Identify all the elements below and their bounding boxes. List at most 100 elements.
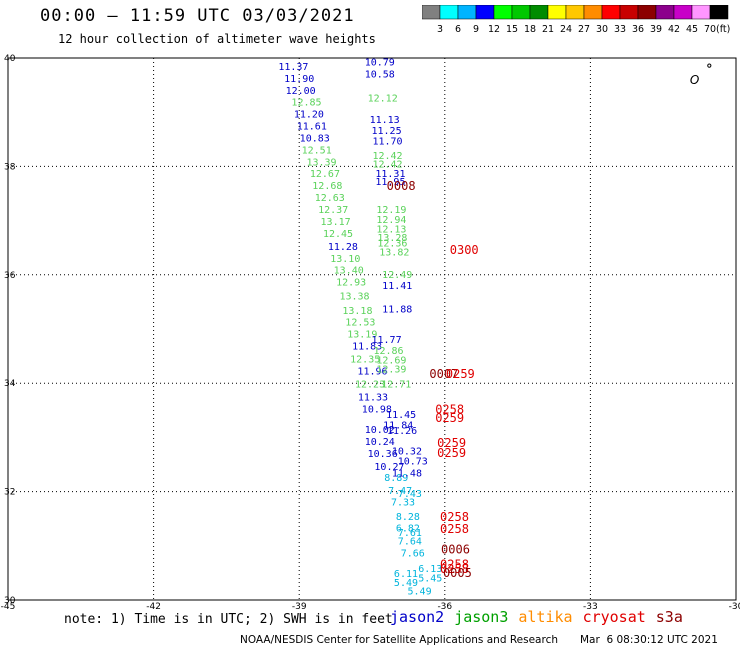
wave-height-label: 13.10	[330, 254, 360, 265]
wave-height-label: 8.28	[396, 512, 420, 523]
wave-height-label: 13.19	[347, 330, 377, 341]
wave-height-label: 5.45	[418, 574, 442, 585]
map-title: 00:00 – 11:59 UTC 03/03/2021	[40, 6, 355, 26]
footer-agency: NOAA/NESDIS Center for Satellite Applica…	[240, 634, 558, 646]
wave-height-label: 10.32	[392, 447, 422, 458]
wave-height-label: 10.98	[362, 404, 392, 415]
wave-height-label: 12.23	[355, 380, 385, 391]
wave-height-label: 12.63	[315, 193, 345, 204]
wave-height-label: 13.39	[306, 157, 336, 168]
wave-height-label: 6.13	[418, 564, 442, 575]
wave-height-label: 11.83	[352, 342, 382, 353]
latitude-tick-label: 36	[4, 271, 16, 281]
footer-timestamp: Mar 6 08:30:12 UTC 2021	[580, 634, 718, 646]
wave-height-label: 11.77	[372, 335, 402, 346]
colorbar-label: 30	[596, 24, 608, 35]
wave-height-label: 12.37	[318, 205, 348, 216]
island-shape	[707, 63, 712, 68]
wave-height-label: 12.00	[286, 86, 316, 97]
wave-height-label: 12.69	[376, 356, 406, 367]
colorbar-label: 39	[650, 24, 662, 35]
colorbar-label: 3	[437, 24, 443, 35]
wave-height-label: 11.13	[370, 115, 400, 126]
pass-time-label: 0006	[441, 542, 470, 556]
map-subtitle: 12 hour collection of altimeter wave hei…	[58, 32, 376, 46]
pass-time-label: 0259	[437, 446, 466, 460]
legend-jason3: jason3	[454, 608, 509, 626]
wave-height-label: 11.31	[375, 169, 405, 180]
longitude-tick-label: -30	[729, 602, 740, 610]
colorbar-label: 12	[488, 24, 500, 35]
wave-height-label: 10.73	[398, 457, 428, 468]
wave-height-label: 13.40	[334, 266, 364, 277]
legend-s3a: s3a	[655, 608, 683, 626]
wave-height-label: 10.24	[365, 437, 395, 448]
wave-height-label: 10.36	[368, 449, 398, 460]
colorbar-label: 70	[704, 24, 716, 35]
pass-time-label: 0005	[443, 566, 472, 580]
units-note: note: 1) Time is in UTC; 2) SWH is in fe…	[64, 612, 393, 627]
wave-height-label: 11.41	[382, 281, 412, 292]
pass-time-label: 0258	[440, 558, 469, 572]
wave-height-label: 12.86	[373, 346, 403, 357]
colorbar-label: 24	[560, 24, 572, 35]
wave-height-label: 10.83	[300, 133, 330, 144]
footer: NOAA/NESDIS Center for Satellite Applica…	[240, 634, 718, 646]
wave-height-label: 6.82	[396, 524, 420, 535]
latitude-tick-label: 32	[4, 488, 15, 498]
wave-height-label: 12.45	[323, 229, 353, 240]
latitude-tick-label: 34	[4, 379, 16, 389]
wave-height-label: 5.49	[394, 578, 418, 589]
wave-height-label: 12.19	[376, 205, 406, 216]
wave-height-label: 11.90	[284, 74, 314, 85]
longitude-tick-label: -42	[146, 602, 161, 610]
pass-time-label: 0258	[440, 562, 469, 576]
pass-time-label: 0007	[429, 367, 458, 381]
wave-height-label: 10.79	[365, 58, 395, 69]
legend-jason2: jason2	[390, 608, 445, 626]
longitude-tick-label: -33	[583, 602, 598, 610]
colorbar-swatch	[709, 5, 729, 20]
legend-altika: altika	[518, 608, 573, 626]
map-frame	[7, 57, 737, 601]
wave-height-label: 12.85	[291, 98, 321, 109]
colorbar-unit: (ft)	[716, 24, 730, 35]
wave-height-label: 10.02	[365, 425, 395, 436]
wave-height-label: 11.28	[328, 242, 358, 253]
wave-height-label: 11.61	[297, 122, 327, 133]
pass-time-label: 0300	[450, 243, 479, 257]
wave-height-label: 10.27	[374, 462, 404, 473]
colorbar-label: 9	[473, 24, 479, 35]
wave-height-label: 10.58	[365, 70, 395, 81]
wave-height-label: 12.13	[376, 225, 406, 236]
wave-height-label: 13.17	[321, 217, 351, 228]
wave-height-label: 7.64	[398, 537, 422, 548]
pass-time-label: 0259	[437, 436, 466, 450]
wave-height-label: 11.20	[294, 110, 324, 121]
wave-height-label: 7.43	[398, 489, 422, 500]
longitude-tick-label: -39	[292, 602, 307, 610]
wave-height-label: 12.94	[376, 215, 406, 226]
wave-height-label: 11.96	[357, 367, 387, 378]
wave-height-label: 7.61	[398, 528, 422, 539]
wave-height-label: 12.39	[376, 364, 406, 375]
wave-height-label: 12.42	[372, 151, 402, 162]
wave-height-label: 11.95	[375, 177, 405, 188]
colorbar-label: 42	[668, 24, 680, 35]
wave-height-map: -45-42-39-36-33-30403836343230O11.3711.9…	[1, 54, 740, 610]
wave-height-label: 11.25	[372, 126, 402, 137]
wave-height-label: 12.71	[381, 380, 411, 391]
wave-height-label: 12.12	[368, 93, 398, 104]
wave-height-label: 12.51	[302, 145, 332, 156]
colorbar: 3 6 9 12 15 18 21 24 27 30 33 36 39 42 45 70 (ft)	[422, 5, 730, 35]
colorbar-label: 21	[542, 24, 554, 35]
pass-time-label: 0258	[435, 403, 464, 417]
wave-height-label: 11.84	[383, 421, 413, 432]
wave-height-label: 13.82	[379, 247, 409, 258]
wave-height-label: 12.42	[372, 159, 402, 170]
island-shape: O	[690, 73, 699, 87]
latitude-tick-label: 30	[4, 596, 16, 606]
wave-height-label: 12.36	[377, 239, 407, 250]
latitude-tick-label: 40	[4, 54, 16, 64]
wave-height-label: 12.53	[345, 318, 375, 329]
